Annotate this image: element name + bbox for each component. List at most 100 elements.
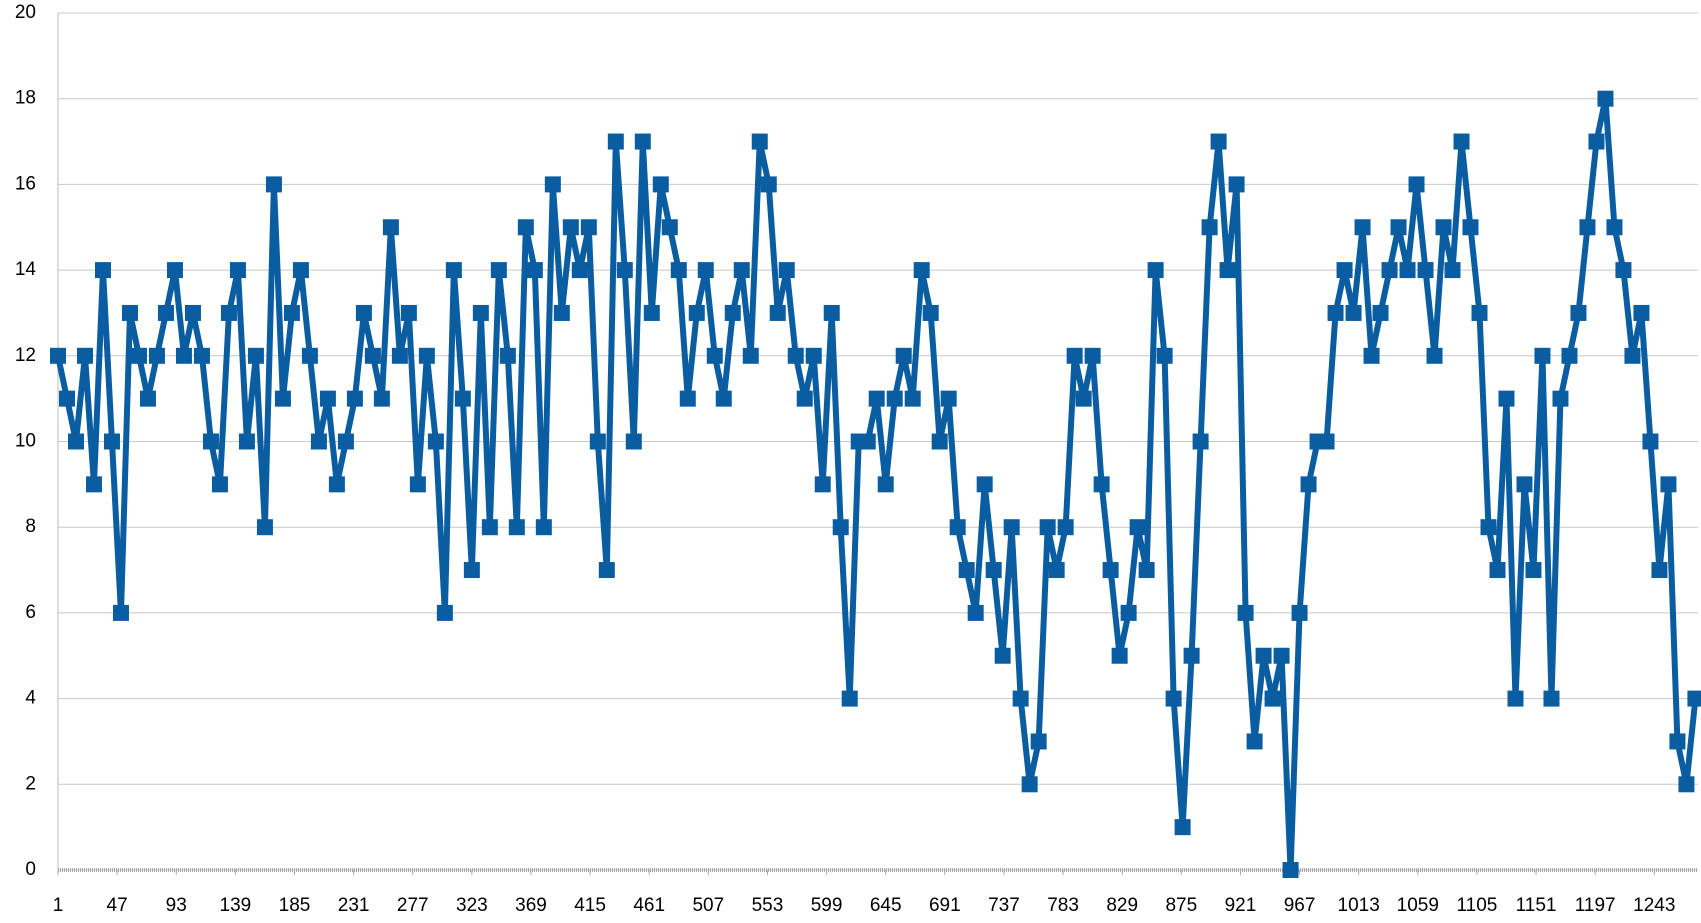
- data-point: [1156, 347, 1173, 364]
- data-point: [355, 304, 372, 321]
- x-tick-label: 93: [166, 895, 187, 916]
- data-point: [148, 347, 165, 364]
- data-point: [328, 476, 345, 493]
- data-point: [706, 347, 723, 364]
- data-point: [256, 519, 273, 536]
- data-point: [1453, 133, 1470, 150]
- x-tick-label: 1243: [1633, 895, 1675, 916]
- data-point: [1174, 819, 1191, 836]
- data-point: [1210, 133, 1227, 150]
- x-tick-label: 277: [397, 895, 429, 916]
- data-point: [229, 262, 246, 279]
- data-point: [175, 347, 192, 364]
- data-point: [517, 219, 534, 236]
- data-point: [58, 390, 75, 407]
- data-point: [1615, 262, 1632, 279]
- data-point: [1291, 604, 1308, 621]
- data-point: [634, 133, 651, 150]
- x-tick-label: 921: [1225, 895, 1257, 916]
- data-point: [733, 262, 750, 279]
- data-point: [166, 262, 183, 279]
- data-point: [1507, 690, 1524, 707]
- data-point: [427, 433, 444, 450]
- data-point: [724, 304, 741, 321]
- data-point: [1282, 862, 1299, 878]
- data-point: [1633, 304, 1650, 321]
- data-point: [1426, 347, 1443, 364]
- data-point: [895, 347, 912, 364]
- data-point: [1570, 304, 1587, 321]
- data-point: [760, 176, 777, 193]
- data-line: [55, 95, 1699, 873]
- data-point: [787, 347, 804, 364]
- data-point: [1399, 262, 1416, 279]
- data-point: [1525, 562, 1542, 579]
- data-point: [1579, 219, 1596, 236]
- data-point: [1120, 604, 1137, 621]
- data-point: [121, 304, 138, 321]
- data-point: [1129, 519, 1146, 536]
- data-point: [184, 304, 201, 321]
- data-point: [400, 304, 417, 321]
- data-point: [1642, 433, 1659, 450]
- data-point: [688, 304, 705, 321]
- data-point: [463, 562, 480, 579]
- data-point: [1093, 476, 1110, 493]
- x-tick-label: 47: [107, 895, 128, 916]
- data-point: [661, 219, 678, 236]
- data-point: [85, 476, 102, 493]
- x-tick-label: 875: [1165, 895, 1197, 916]
- x-tick-label: 1105: [1457, 895, 1498, 916]
- data-point: [1516, 476, 1533, 493]
- data-point: [1498, 390, 1515, 407]
- data-point: [436, 604, 453, 621]
- data-point: [1147, 262, 1164, 279]
- x-tick-label: 185: [279, 895, 311, 916]
- data-point: [94, 262, 111, 279]
- data-point: [139, 390, 156, 407]
- data-point: [1651, 562, 1668, 579]
- data-point: [949, 519, 966, 536]
- data-point: [319, 390, 336, 407]
- data-point: [382, 219, 399, 236]
- data-point: [445, 262, 462, 279]
- data-point: [931, 433, 948, 450]
- data-point: [454, 390, 471, 407]
- data-point: [553, 304, 570, 321]
- data-point: [1480, 519, 1497, 536]
- x-tick-label: 783: [1047, 895, 1079, 916]
- data-point: [1048, 562, 1065, 579]
- data-point: [1678, 776, 1695, 793]
- data-point: [571, 262, 588, 279]
- data-point: [1552, 390, 1569, 407]
- data-point: [1363, 347, 1380, 364]
- data-point: [247, 347, 264, 364]
- y-tick-label: 16: [15, 173, 36, 194]
- y-tick-label: 14: [15, 259, 37, 280]
- data-point: [607, 133, 624, 150]
- data-point: [598, 562, 615, 579]
- data-point: [679, 390, 696, 407]
- data-point: [967, 604, 984, 621]
- x-tick-label: 737: [988, 895, 1020, 916]
- data-point: [832, 519, 849, 536]
- data-point: [1345, 304, 1362, 321]
- data-point: [238, 433, 255, 450]
- data-point: [1138, 562, 1155, 579]
- data-point: [364, 347, 381, 364]
- data-point: [778, 262, 795, 279]
- data-point: [292, 262, 309, 279]
- data-point: [1255, 647, 1272, 664]
- data-point: [1012, 690, 1029, 707]
- data-point: [670, 262, 687, 279]
- x-tick-label: 645: [870, 895, 902, 916]
- data-point: [697, 262, 714, 279]
- data-point: [814, 476, 831, 493]
- data-point: [409, 476, 426, 493]
- data-point: [1669, 733, 1686, 750]
- data-point: [1237, 604, 1254, 621]
- y-tick-label: 18: [15, 88, 36, 109]
- data-point: [1687, 690, 1701, 707]
- x-tick-label: 369: [515, 895, 547, 916]
- data-point: [1597, 90, 1614, 107]
